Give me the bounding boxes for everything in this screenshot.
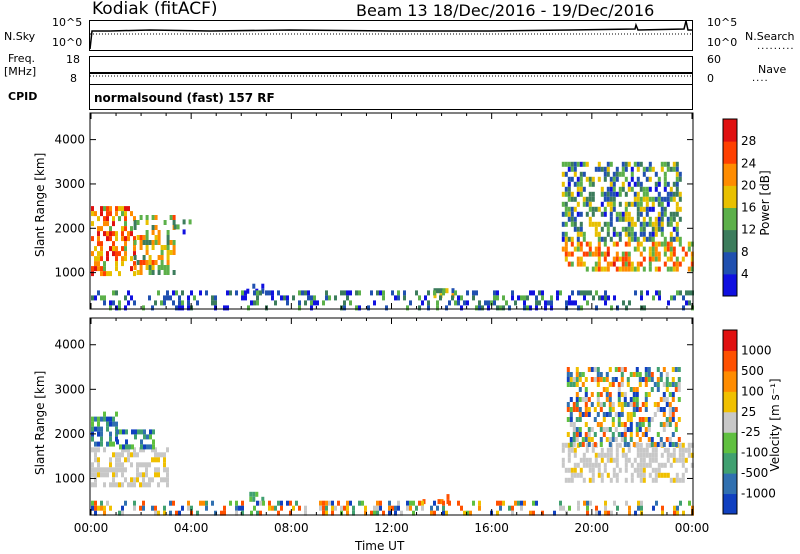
- power-ytick-label: 2000: [54, 221, 85, 235]
- velocity-ytick-label: 2000: [54, 427, 85, 441]
- xtick-label: 12:00: [374, 521, 409, 535]
- velocity-region-1: [91, 447, 169, 488]
- site-title: Kodiak (fitACF): [92, 0, 218, 19]
- velocity-ytick-label: 4000: [54, 338, 85, 352]
- beam-date-title: Beam 13 18/Dec/2016 - 19/Dec/2016: [356, 1, 655, 20]
- freq-tick-bottom: 8: [70, 72, 77, 85]
- power-colorbar-tick: 28: [741, 134, 756, 148]
- power-ytick-label: 1000: [54, 266, 85, 280]
- power-colorbar-tick: 8: [741, 245, 749, 259]
- freq-trace: [90, 72, 692, 77]
- velocity-region-3: [249, 491, 265, 502]
- velocity-colorbar-swatch: [723, 473, 737, 495]
- xtick-label: 00:00: [74, 521, 109, 535]
- power-colorbar-swatch: [723, 141, 737, 164]
- velocity-region-2: [116, 429, 155, 450]
- power-colorbar-swatch: [723, 273, 737, 297]
- power-colorbar-frame: [722, 118, 738, 297]
- nsky-tick-bottom: 10^0: [52, 36, 83, 49]
- velocity-colorbar-tick: 500: [741, 364, 764, 378]
- velocity-colorbar-tick: 100: [741, 384, 764, 398]
- power-region-1: [133, 215, 176, 275]
- velocity-region-0: [91, 411, 118, 447]
- power-colorbar-swatch: [723, 229, 737, 253]
- cpid-label: CPID: [8, 90, 38, 103]
- power-colorbar-tick: 16: [741, 201, 756, 215]
- velocity-colorbar-tick: -500: [741, 466, 768, 480]
- velocity-colorbar-swatch: [723, 391, 737, 413]
- velocity-ytick-label: 3000: [54, 382, 85, 396]
- power-colorbar-swatch: [723, 163, 737, 186]
- velocity-colorbar-swatch: [723, 350, 737, 372]
- velocity-region-6: [561, 442, 694, 483]
- xtick-label: 16:00: [474, 521, 509, 535]
- velocity-region-5: [91, 500, 694, 516]
- power-frame: [89, 112, 694, 310]
- velocity-ylabel: Slant Range [km]: [33, 370, 47, 475]
- velocity-plot: [91, 367, 694, 516]
- velocity-colorbar-tick: 1000: [741, 343, 772, 357]
- power-ylabel: Slant Range [km]: [33, 152, 47, 257]
- velocity-colorbar-swatch: [723, 432, 737, 454]
- velocity-colorbar-tick: -1000: [741, 487, 776, 501]
- nsearch-tick-bottom: 10^0: [707, 36, 738, 49]
- power-region-5: [91, 290, 694, 311]
- velocity-colorbar-tick: -25: [741, 425, 761, 439]
- freq-label-1: Freq.: [8, 52, 36, 65]
- nsky-trace: [89, 20, 692, 50]
- velocity-colorbar-frame: [722, 329, 738, 515]
- velocity-frame: [89, 317, 694, 516]
- nsky-label: N.Sky: [4, 30, 36, 43]
- velocity-colorbar-tick: 25: [741, 405, 756, 419]
- velocity-colorbar-tick: -100: [741, 446, 768, 460]
- velocity-colorbar-swatch: [723, 411, 737, 433]
- freq-tick-top: 18: [66, 53, 80, 66]
- cpid-panel: [89, 85, 693, 110]
- velocity-colorbar-swatch: [723, 493, 737, 515]
- power-colorbar-label: Power [dB]: [758, 170, 772, 236]
- power-colorbar-tick: 4: [741, 267, 749, 281]
- nave-tick-top: 60: [707, 53, 721, 66]
- power-colorbar-tick: 12: [741, 223, 756, 237]
- power-colorbar-tick: 24: [741, 156, 756, 170]
- power-region-0: [91, 206, 136, 277]
- nsearch-label: N.Search: [745, 30, 795, 43]
- nsky-panel: [89, 20, 693, 51]
- freq-label-2: [MHz]: [4, 65, 37, 78]
- xtick-label: 00:00: [675, 521, 710, 535]
- nave-legend-dots: ····: [752, 76, 769, 87]
- power-colorbar-swatch: [723, 207, 737, 231]
- power-region-2: [173, 219, 192, 235]
- velocity-colorbar-swatch: [723, 330, 737, 351]
- xlabel: Time UT: [355, 539, 405, 553]
- power-ytick-label: 3000: [54, 177, 85, 191]
- velocity-region-7: [566, 367, 681, 447]
- xtick-label: 04:00: [174, 521, 209, 535]
- power-ytick-label: 4000: [54, 133, 85, 147]
- velocity-ytick-label: 1000: [54, 471, 85, 485]
- freq-panel: [89, 56, 693, 85]
- nsky-tick-top: 10^5: [52, 16, 83, 29]
- power-plot: [91, 161, 694, 311]
- nsearch-tick-top: 10^5: [707, 16, 738, 29]
- nave-tick-bottom: 0: [707, 72, 714, 85]
- nsearch-legend-dots: ·········: [757, 44, 795, 55]
- power-region-7: [561, 161, 682, 242]
- cpid-value: normalsound (fast) 157 RF: [94, 91, 275, 105]
- power-colorbar-tick: 20: [741, 178, 756, 192]
- xtick-label: 08:00: [274, 521, 309, 535]
- power-colorbar-swatch: [723, 185, 737, 208]
- xtick-label: 20:00: [575, 521, 610, 535]
- power-colorbar-swatch: [723, 119, 737, 142]
- nave-label: Nave: [758, 63, 787, 76]
- velocity-colorbar-label: Velocity [m s⁻¹]: [768, 378, 782, 472]
- velocity-colorbar-swatch: [723, 370, 737, 392]
- axes: 1000 2000 3000 4000 4 8 12 16 20 24 28 1000 2000 3000…: [54, 112, 776, 535]
- power-colorbar-swatch: [723, 251, 737, 275]
- velocity-colorbar-swatch: [723, 452, 737, 474]
- power-region-6: [561, 241, 694, 272]
